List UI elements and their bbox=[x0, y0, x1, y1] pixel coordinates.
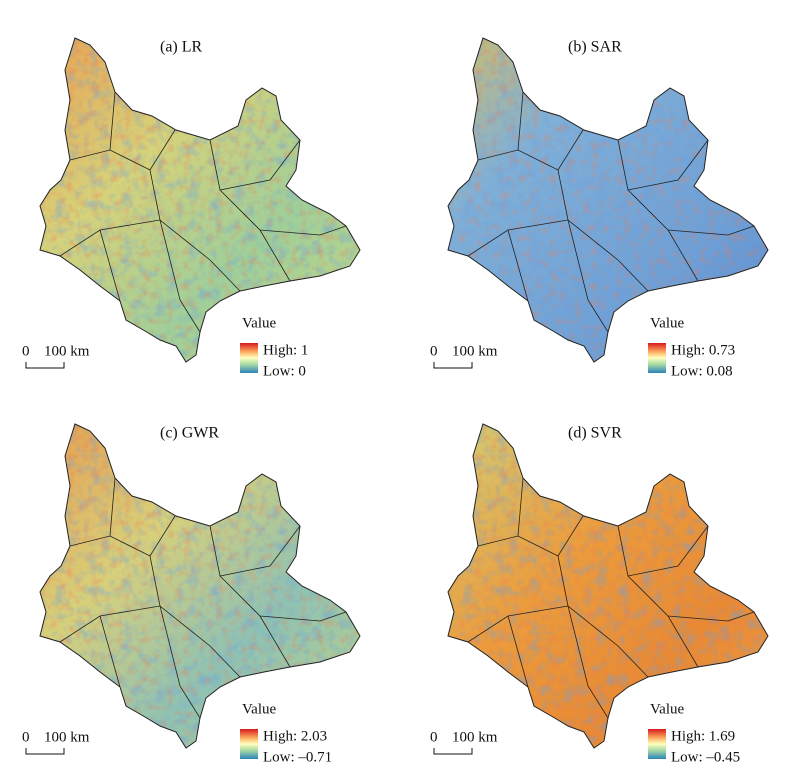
legend-ramp bbox=[648, 729, 666, 759]
map-texture bbox=[448, 424, 768, 748]
legend-high: High: 2.03 bbox=[263, 728, 327, 744]
legend-ramp bbox=[648, 343, 666, 373]
panel: (d) SVR Value High: 1.69 Low: –0.45 0 100 km bbox=[430, 423, 769, 765]
map bbox=[40, 38, 360, 362]
legend-high: High: 1 bbox=[263, 342, 308, 358]
boundaries bbox=[467, 477, 755, 719]
legend-title: Value bbox=[242, 701, 276, 717]
legend-ramp bbox=[240, 343, 258, 373]
panel: (a) LR Value High: 1 Low: 0 0 100 km bbox=[22, 37, 361, 379]
scale-end: 100 km bbox=[44, 729, 90, 745]
map bbox=[448, 38, 768, 362]
map-texture bbox=[40, 38, 360, 362]
boundaries bbox=[59, 91, 347, 333]
panel: (c) GWR Value High: 2.03 Low: –0.71 0 100 km bbox=[22, 423, 361, 765]
legend-high: High: 0.73 bbox=[671, 342, 735, 358]
legend-title: Value bbox=[650, 315, 684, 331]
legend-low: Low: 0.08 bbox=[671, 363, 733, 379]
scale-start: 0 bbox=[22, 729, 30, 745]
scale-start: 0 bbox=[22, 343, 30, 359]
map-texture bbox=[40, 424, 360, 748]
scale-end: 100 km bbox=[452, 343, 498, 359]
scale-bar bbox=[25, 748, 65, 755]
scale-start: 0 bbox=[430, 729, 438, 745]
scale-start: 0 bbox=[430, 343, 438, 359]
legend-ramp bbox=[240, 729, 258, 759]
map bbox=[448, 424, 768, 748]
legend-high: High: 1.69 bbox=[671, 728, 735, 744]
scale-bar bbox=[25, 362, 65, 369]
legend-low: Low: 0 bbox=[263, 363, 306, 379]
legend-title: Value bbox=[242, 315, 276, 331]
legend-low: Low: –0.71 bbox=[263, 749, 332, 765]
panel-title: (a) LR bbox=[160, 39, 203, 56]
scale-end: 100 km bbox=[452, 729, 498, 745]
map-texture bbox=[448, 38, 768, 362]
map bbox=[40, 424, 360, 748]
legend-low: Low: –0.45 bbox=[671, 749, 740, 765]
legend-title: Value bbox=[650, 701, 684, 717]
scale-end: 100 km bbox=[44, 343, 90, 359]
boundaries bbox=[467, 91, 755, 333]
scale-bar bbox=[433, 362, 473, 369]
boundaries bbox=[59, 477, 347, 719]
panel-title: (b) SAR bbox=[568, 39, 622, 56]
panel: (b) SAR Value High: 0.73 Low: 0.08 0 100 km bbox=[430, 37, 769, 379]
scale-bar bbox=[433, 748, 473, 755]
panel-title: (d) SVR bbox=[568, 425, 622, 442]
panel-title: (c) GWR bbox=[160, 425, 219, 442]
